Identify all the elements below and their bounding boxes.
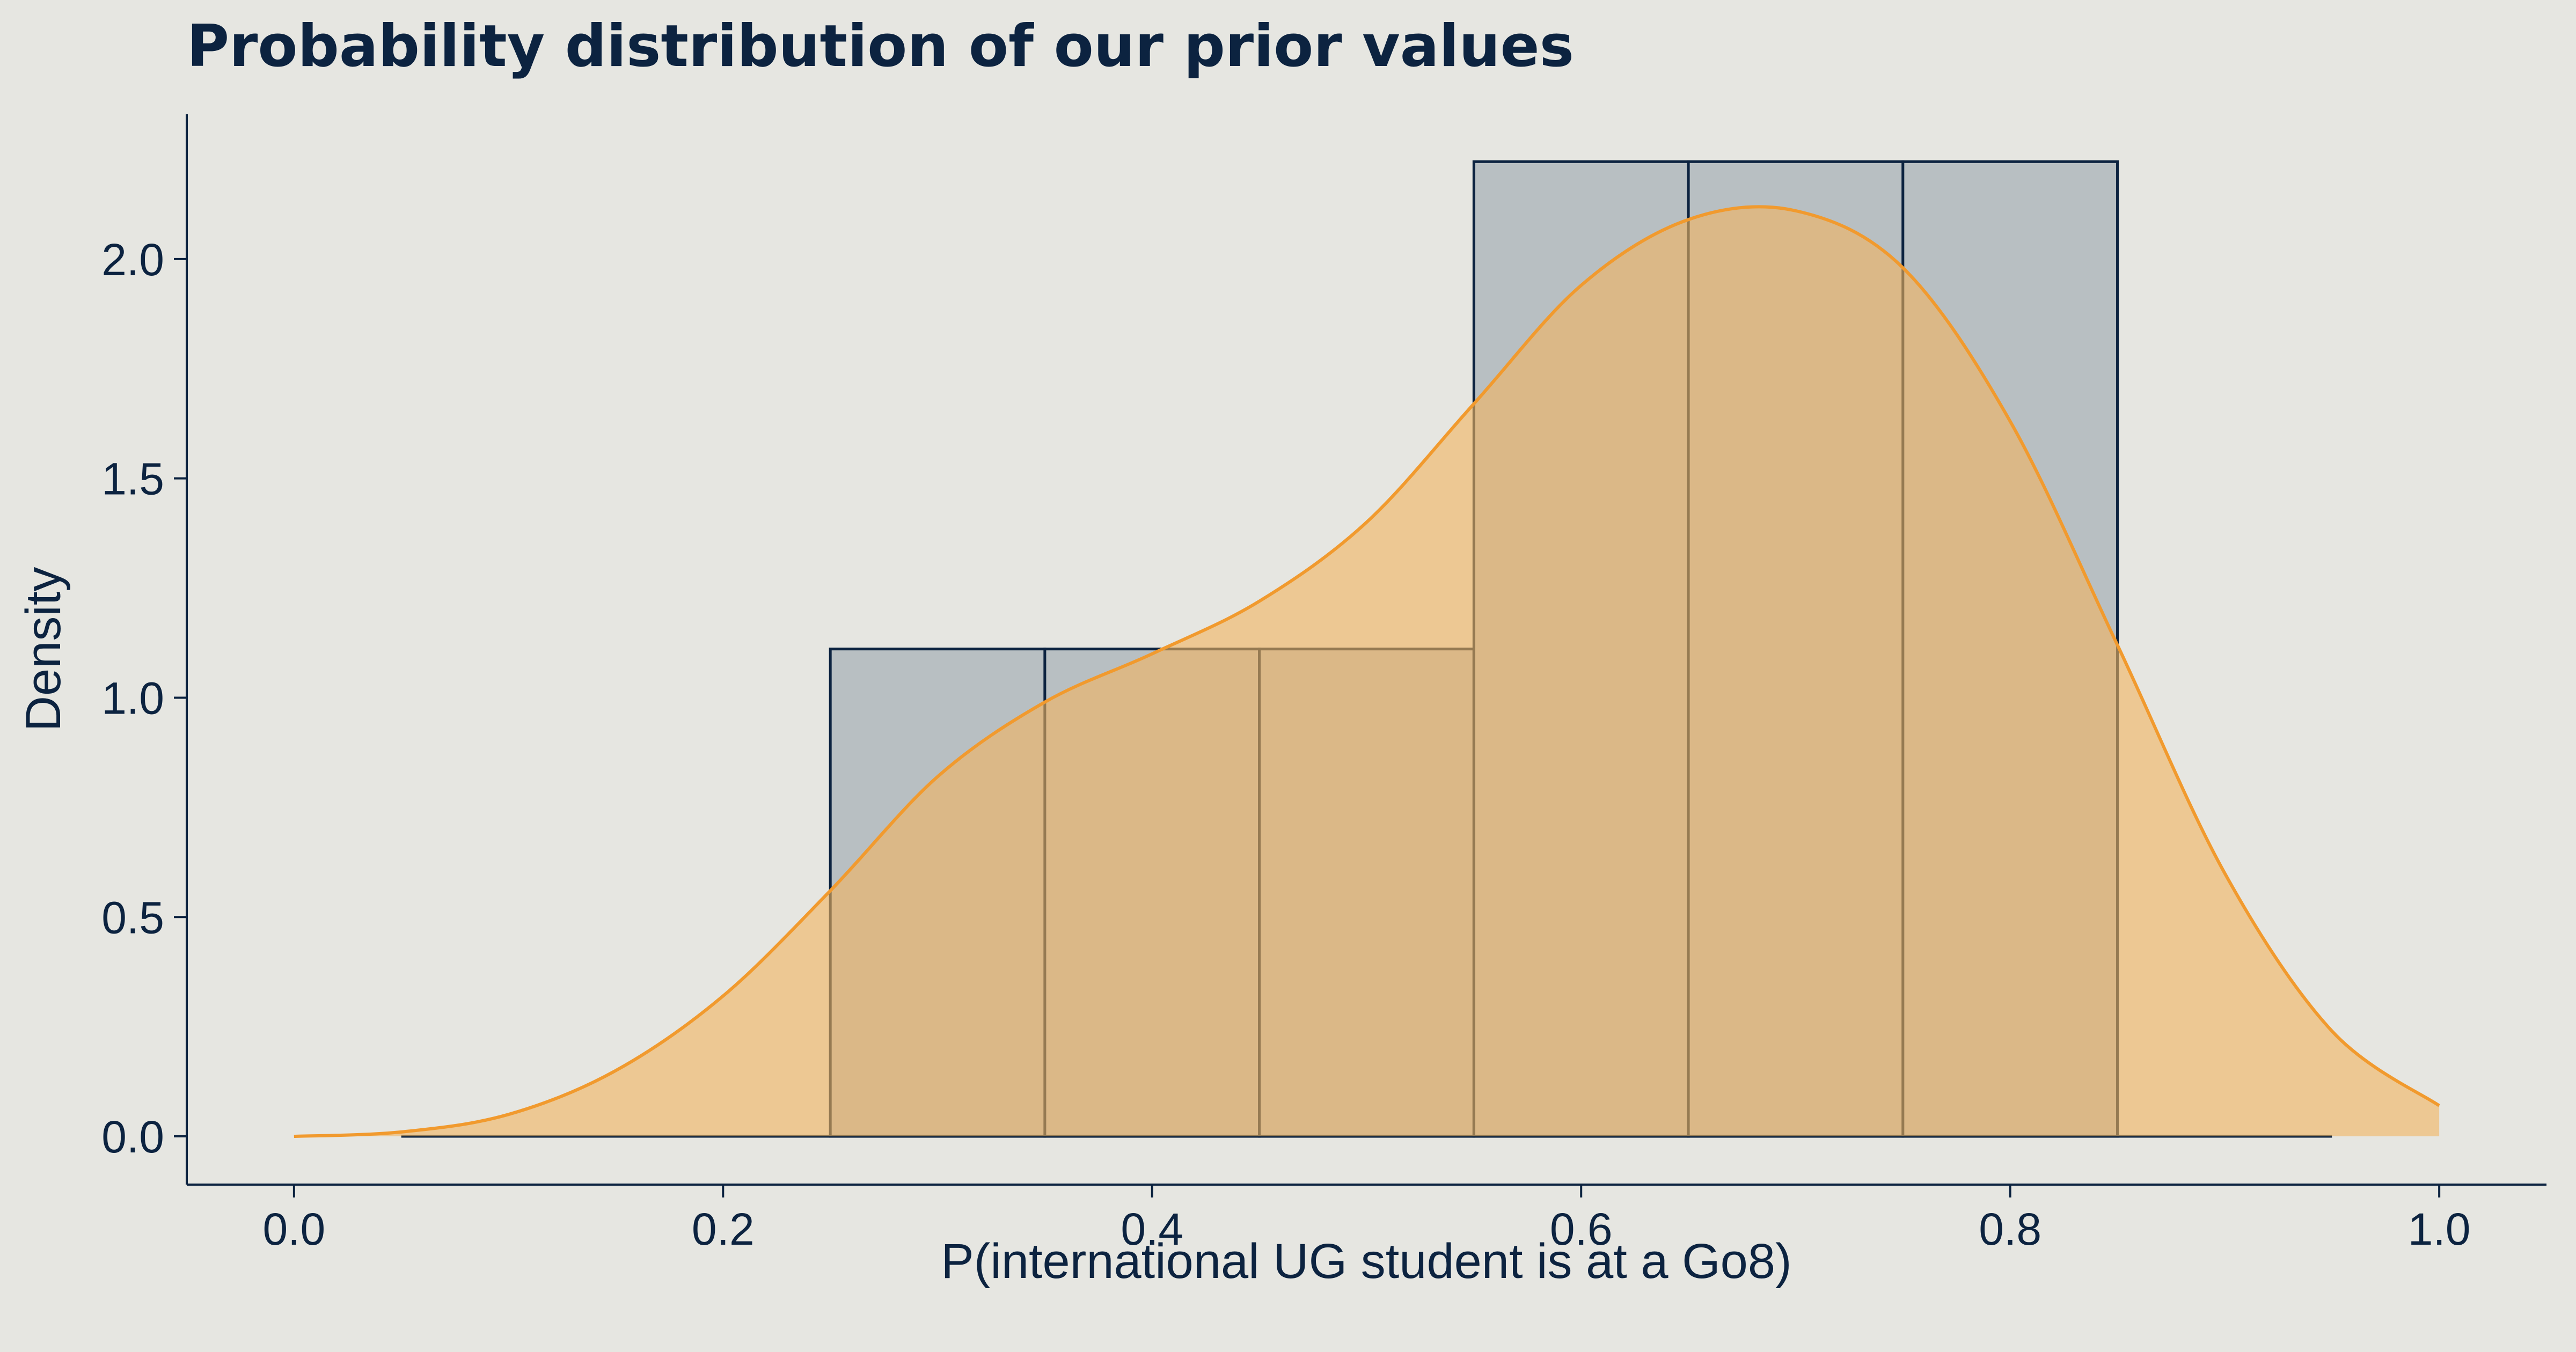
y-tick-label: 0.5 (101, 892, 164, 943)
chart-title: Probability distribution of our prior va… (187, 13, 1574, 80)
x-axis-label: P(international UG student is at a Go8) (941, 1234, 1791, 1289)
y-tick-label: 1.0 (101, 673, 164, 723)
density-curve (294, 205, 2440, 1138)
density-area (294, 207, 2440, 1137)
x-ticks: 0.0 0.2 0.4 0.6 0.8 1.0 (262, 1185, 2471, 1254)
axes (186, 114, 2546, 1186)
x-tick-label: 0.6 (1550, 1204, 1613, 1254)
y-tick-label: 2.0 (101, 234, 164, 285)
x-tick-label: 0.0 (262, 1204, 325, 1254)
x-tick-label: 0.4 (1121, 1204, 1183, 1254)
y-tick-label: 1.5 (101, 454, 164, 504)
x-tick-label: 1.0 (2408, 1204, 2471, 1254)
x-tick-label: 0.2 (692, 1204, 755, 1254)
y-axis-label: Density (16, 567, 71, 732)
x-tick-label: 0.8 (1979, 1204, 2041, 1254)
density-line (294, 205, 2440, 1138)
y-tick-label: 0.0 (101, 1112, 164, 1162)
y-ticks: 0.0 0.5 1.0 1.5 2.0 (101, 234, 187, 1162)
